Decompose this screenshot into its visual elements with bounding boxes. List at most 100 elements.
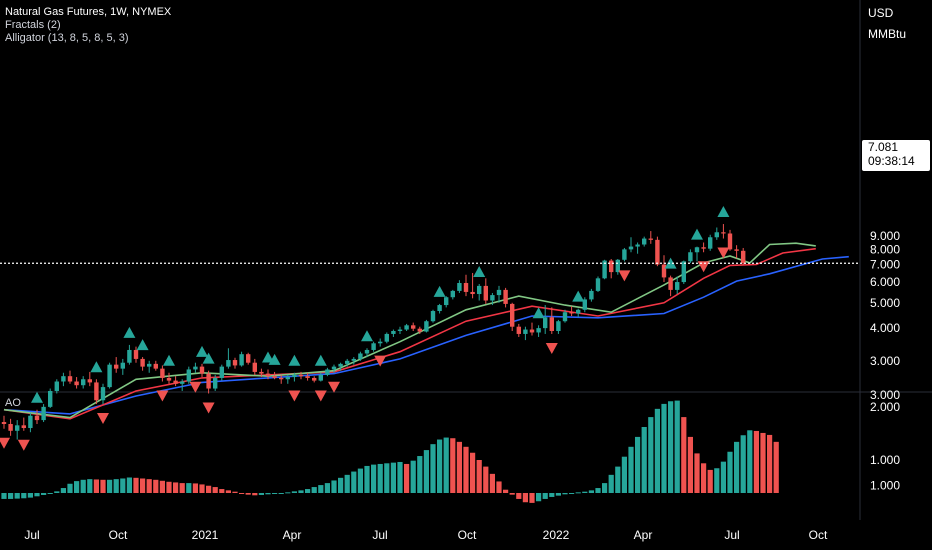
ao-axis: 3.000 1.000 [870, 388, 900, 467]
ao-bar [179, 483, 185, 493]
ao-bar [384, 463, 390, 493]
fractal-up-marker [31, 391, 43, 403]
ao-bar [166, 481, 172, 493]
ao-bar [661, 403, 667, 493]
price-axis[interactable]: 1.0002.0003.0004.0005.0006.0007.0008.000… [870, 229, 900, 493]
ao-bar [140, 478, 146, 493]
time-tick-label: Jul [372, 528, 387, 542]
ao-bar [298, 490, 304, 493]
time-axis[interactable]: Jul Oct 2021 Apr Jul Oct 2022 Apr Jul Oct [24, 528, 828, 542]
candle-body [543, 317, 548, 329]
candle-body [94, 382, 99, 401]
fractal-down-marker [314, 390, 327, 402]
candle-body [397, 329, 403, 331]
ao-bar [621, 456, 627, 493]
price-tick-label: 8.000 [870, 242, 900, 256]
ao-bar [232, 491, 238, 493]
candle-body [1, 422, 7, 424]
ao-bar [206, 485, 212, 493]
candle-body [186, 369, 191, 382]
price-tick-label: 5.000 [870, 296, 900, 310]
ao-bar [8, 493, 14, 499]
candle-body [81, 379, 86, 386]
ao-bar [331, 480, 337, 493]
candle-body [503, 289, 508, 304]
ao-bar [720, 461, 726, 493]
alligator-teeth-line [3, 247, 816, 420]
fractals-indicator-label[interactable]: Fractals (2) [5, 19, 61, 31]
ao-bar [278, 493, 284, 494]
ao-bar [93, 479, 99, 493]
ao-bar [258, 493, 264, 495]
ao-bar [107, 479, 113, 493]
candle-body [252, 362, 257, 372]
candle-body [602, 260, 607, 279]
fractal-up-marker [123, 326, 136, 338]
ao-bar [417, 456, 423, 493]
alligator-indicator-label[interactable]: Alligator (13, 8, 5, 8, 5, 3) [5, 32, 129, 44]
ao-bar [489, 473, 495, 493]
candle-body [576, 309, 581, 314]
candle-body [595, 278, 601, 291]
candle-body [312, 377, 317, 381]
candle-body [404, 325, 409, 330]
ao-tick-label: 1.000 [870, 453, 900, 467]
ao-bar [186, 483, 192, 493]
candle-body [569, 312, 574, 314]
ao-bar [516, 493, 522, 499]
teeth-line [3, 247, 816, 420]
symbol-title[interactable]: Natural Gas Futures, 1W, NYMEX [5, 6, 172, 18]
candle-body [305, 376, 310, 378]
candle-body [694, 247, 700, 253]
fractal-down-marker [17, 439, 30, 451]
time-tick-label: Apr [283, 528, 302, 542]
ao-bar [100, 479, 106, 493]
ao-bar [27, 493, 33, 498]
price-tick-label: 9.000 [870, 229, 900, 243]
candle-body [714, 232, 719, 238]
ao-bar [529, 493, 535, 503]
candle-body [741, 250, 746, 264]
candle-body [100, 387, 106, 401]
ao-bar [767, 434, 773, 493]
fractal-up-marker [90, 361, 103, 373]
ao-bar [344, 474, 350, 493]
ao-bar [575, 492, 581, 494]
ao-indicator-label[interactable]: AO [5, 397, 21, 409]
fractal-up-marker [136, 339, 149, 351]
candle-body [582, 299, 587, 310]
ao-bar [357, 468, 363, 493]
candle-body [219, 366, 224, 378]
ao-bar [456, 441, 462, 493]
fractal-down-marker [717, 247, 730, 259]
ao-bar [21, 493, 27, 499]
ao-bar [351, 471, 357, 493]
candle-body [285, 377, 290, 380]
fractal-down-marker [697, 261, 710, 273]
candle-body [463, 283, 469, 292]
price-tick-label: 4.000 [870, 321, 900, 335]
ao-bar [773, 441, 779, 493]
ao-bar [549, 493, 555, 497]
ao-bar [503, 489, 509, 493]
candle-body [8, 423, 13, 431]
ao-bar [34, 493, 40, 497]
candle-body [133, 349, 139, 359]
ao-bar [753, 430, 759, 493]
candle-body [589, 290, 594, 300]
candle-body [609, 260, 614, 273]
current-price-value: 7.081 [868, 140, 899, 154]
ao-bar [522, 493, 528, 503]
candle-body [371, 343, 376, 350]
ao-bar [635, 436, 641, 493]
price-tick-label: 3.000 [870, 354, 900, 368]
fractal-up-marker [196, 345, 208, 357]
current-price-badge: 7.081 09:38:14 [862, 140, 930, 171]
candle-body [437, 305, 442, 312]
jaw-line [3, 255, 849, 415]
candle-body [21, 425, 26, 429]
fractal-up-marker [532, 307, 545, 319]
fractal-up-marker [202, 352, 215, 364]
candle-body [556, 321, 561, 331]
